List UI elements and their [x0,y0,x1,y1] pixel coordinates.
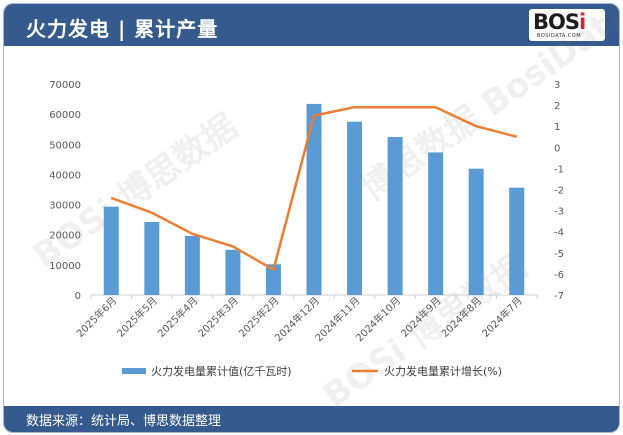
footer-bar: 数据来源：统计局、博思数据整理 [4,406,619,432]
x-tick-label: 2024年9月 [398,294,444,340]
y-right-tick-label: -7 [554,291,564,302]
y-left-tick-label: 70000 [49,80,81,91]
bar [428,152,444,295]
y-right-tick-label: -1 [554,164,564,175]
bar [306,103,322,295]
y-left-tick-label: 20000 [49,231,81,242]
bar [387,137,403,295]
legend-bar-swatch [122,368,146,374]
y-right-tick-label: -5 [554,249,564,260]
bar [144,222,160,295]
y-right-tick-label: 2 [554,101,560,112]
chart-card: 火力发电 | 累计产量 BOSi BOSIDATA.COM BOSi 博思数据 … [3,3,620,433]
bar [184,235,200,295]
legend-line-label: 火力发电量累计增长(%) [384,364,502,378]
x-tick-label: 2025年2月 [236,294,282,340]
logo-mark: BOSi [533,10,586,34]
logo-subtitle: BOSIDATA.COM [537,33,582,39]
y-left-tick-label: 10000 [49,261,81,272]
y-right-tick-label: 1 [554,122,560,133]
x-tick-label: 2025年5月 [114,294,160,340]
brand-logo: BOSi BOSIDATA.COM [529,9,605,41]
y-right-tick-label: 0 [554,143,560,154]
x-tick-label: 2025年3月 [195,294,241,340]
bar [225,249,241,295]
y-left-tick-label: 40000 [49,170,81,181]
y-right-tick-label: -2 [554,186,564,197]
bar [468,168,484,295]
bar [509,187,525,295]
y-right-tick-label: -3 [554,207,564,218]
bar [347,121,363,295]
data-source: 数据来源：统计局、博思数据整理 [26,414,222,429]
bar [103,206,119,295]
bar [265,264,281,295]
combo-chart: 0 10000 20000 30000 40000 50000 60000 70000 3 2 1 0… [49,80,564,378]
x-tick-label: 2024年7月 [479,294,525,340]
y-right-tick-label: 3 [554,80,560,91]
header-bar: 火力发电 | 累计产量 BOSi BOSIDATA.COM [4,4,619,46]
y-left-tick-label: 50000 [49,140,81,151]
y-right-tick-label: -4 [554,228,564,239]
y-left-tick-label: 60000 [49,110,81,121]
legend-bar-label: 火力发电量累计值(亿千瓦时) [151,364,292,378]
page-title: 火力发电 | 累计产量 [26,17,219,41]
y-left-tick-label: 0 [75,291,81,302]
y-left-tick-label: 30000 [49,201,81,212]
x-tick-label: 2024年8月 [438,294,484,340]
y-right-tick-label: -6 [554,270,564,281]
x-tick-label: 2025年4月 [155,294,201,340]
